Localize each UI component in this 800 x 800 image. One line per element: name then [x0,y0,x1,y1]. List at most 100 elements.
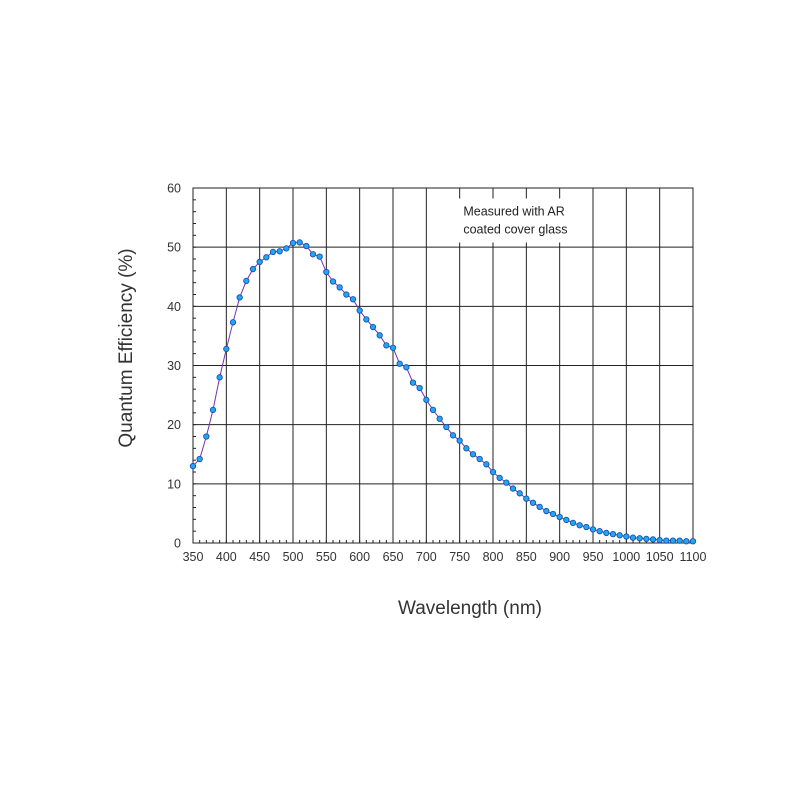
data-point [396,360,403,367]
data-point [363,316,370,323]
x-tick-label: 550 [316,550,337,564]
data-point [349,296,357,303]
data-point [269,248,277,256]
data-point [496,474,503,482]
data-point [429,406,437,414]
data-point [649,536,657,543]
x-tick-label: 350 [183,550,204,564]
data-point [323,268,330,276]
x-axis-title: Wavelength (nm) [398,598,542,619]
data-point [596,528,603,535]
annotation-text: coated cover glass [463,223,567,237]
data-markers [189,239,697,545]
y-tick-label: 40 [167,300,181,314]
data-point [569,519,577,527]
x-tick-label: 750 [449,550,470,564]
data-point [336,284,343,291]
data-point [309,251,317,258]
data-point [403,364,410,371]
x-tick-label: 400 [216,550,237,564]
y-tick-label: 50 [167,241,181,255]
data-point [236,294,243,301]
y-tick-label: 10 [167,477,181,491]
data-point [463,445,470,452]
data-point [289,239,297,247]
data-point [583,523,590,531]
data-point [343,291,350,298]
x-tick-label: 1100 [680,550,707,564]
x-tick-label: 650 [383,550,404,564]
annotation-background [455,198,578,243]
data-point [423,396,430,403]
x-tick-label: 950 [583,550,604,564]
x-tick-label: 1050 [646,550,674,564]
y-tick-label: 30 [167,359,181,373]
data-point [603,529,610,537]
data-point [556,513,563,521]
series-line [192,241,693,542]
x-tick-label: 600 [349,550,370,564]
data-point [203,433,210,440]
data-point [616,532,623,539]
data-point [303,242,310,250]
data-point [356,307,363,314]
data-point [249,265,257,273]
data-point [516,490,523,497]
data-point [223,345,230,353]
data-point [416,384,423,392]
annotation-text: Measured with AR [463,205,564,219]
data-point [576,522,583,529]
data-point [189,462,197,470]
data-point [209,406,217,414]
data-point [656,536,663,544]
x-tick-label: 450 [249,550,270,564]
data-point [543,507,550,515]
data-point [383,342,390,349]
data-point [669,537,677,544]
annotation-box: Measured with AR coated cover glass [455,198,578,243]
y-tick-label: 20 [167,418,181,432]
x-tick-label: 850 [516,550,537,564]
data-point [229,319,237,326]
data-point [256,258,263,266]
data-point [316,253,323,260]
data-point [563,516,570,524]
data-point [296,239,303,246]
data-point [376,332,383,339]
data-point [623,533,630,540]
data-point [216,374,223,381]
data-point [683,538,690,545]
data-point [449,432,457,439]
data-point [243,277,250,285]
data-point [636,535,643,542]
data-point [549,510,557,518]
y-axis-title: Quantum Efficiency (%) [116,248,137,447]
data-point [436,415,443,422]
y-tick-label: 0 [174,537,181,551]
data-point [456,437,463,444]
x-tick-label: 500 [283,550,304,564]
data-point [529,499,537,506]
data-point [476,455,483,463]
data-point [629,534,637,541]
data-point [509,485,517,492]
data-point [369,323,377,331]
data-point [589,526,597,533]
x-tick-label: 800 [483,550,504,564]
data-point [283,245,290,252]
data-point [689,538,697,545]
data-point [443,423,450,431]
data-point [469,451,477,458]
data-point [483,461,490,468]
data-point [276,248,283,255]
data-point [643,535,650,543]
data-point [523,495,530,502]
data-point [663,537,670,544]
data-point [263,254,270,261]
data-point [676,537,683,544]
data-point [489,468,497,476]
data-point [409,379,417,386]
x-tick-label: 700 [416,550,437,564]
x-tick-label: 1000 [612,550,640,564]
